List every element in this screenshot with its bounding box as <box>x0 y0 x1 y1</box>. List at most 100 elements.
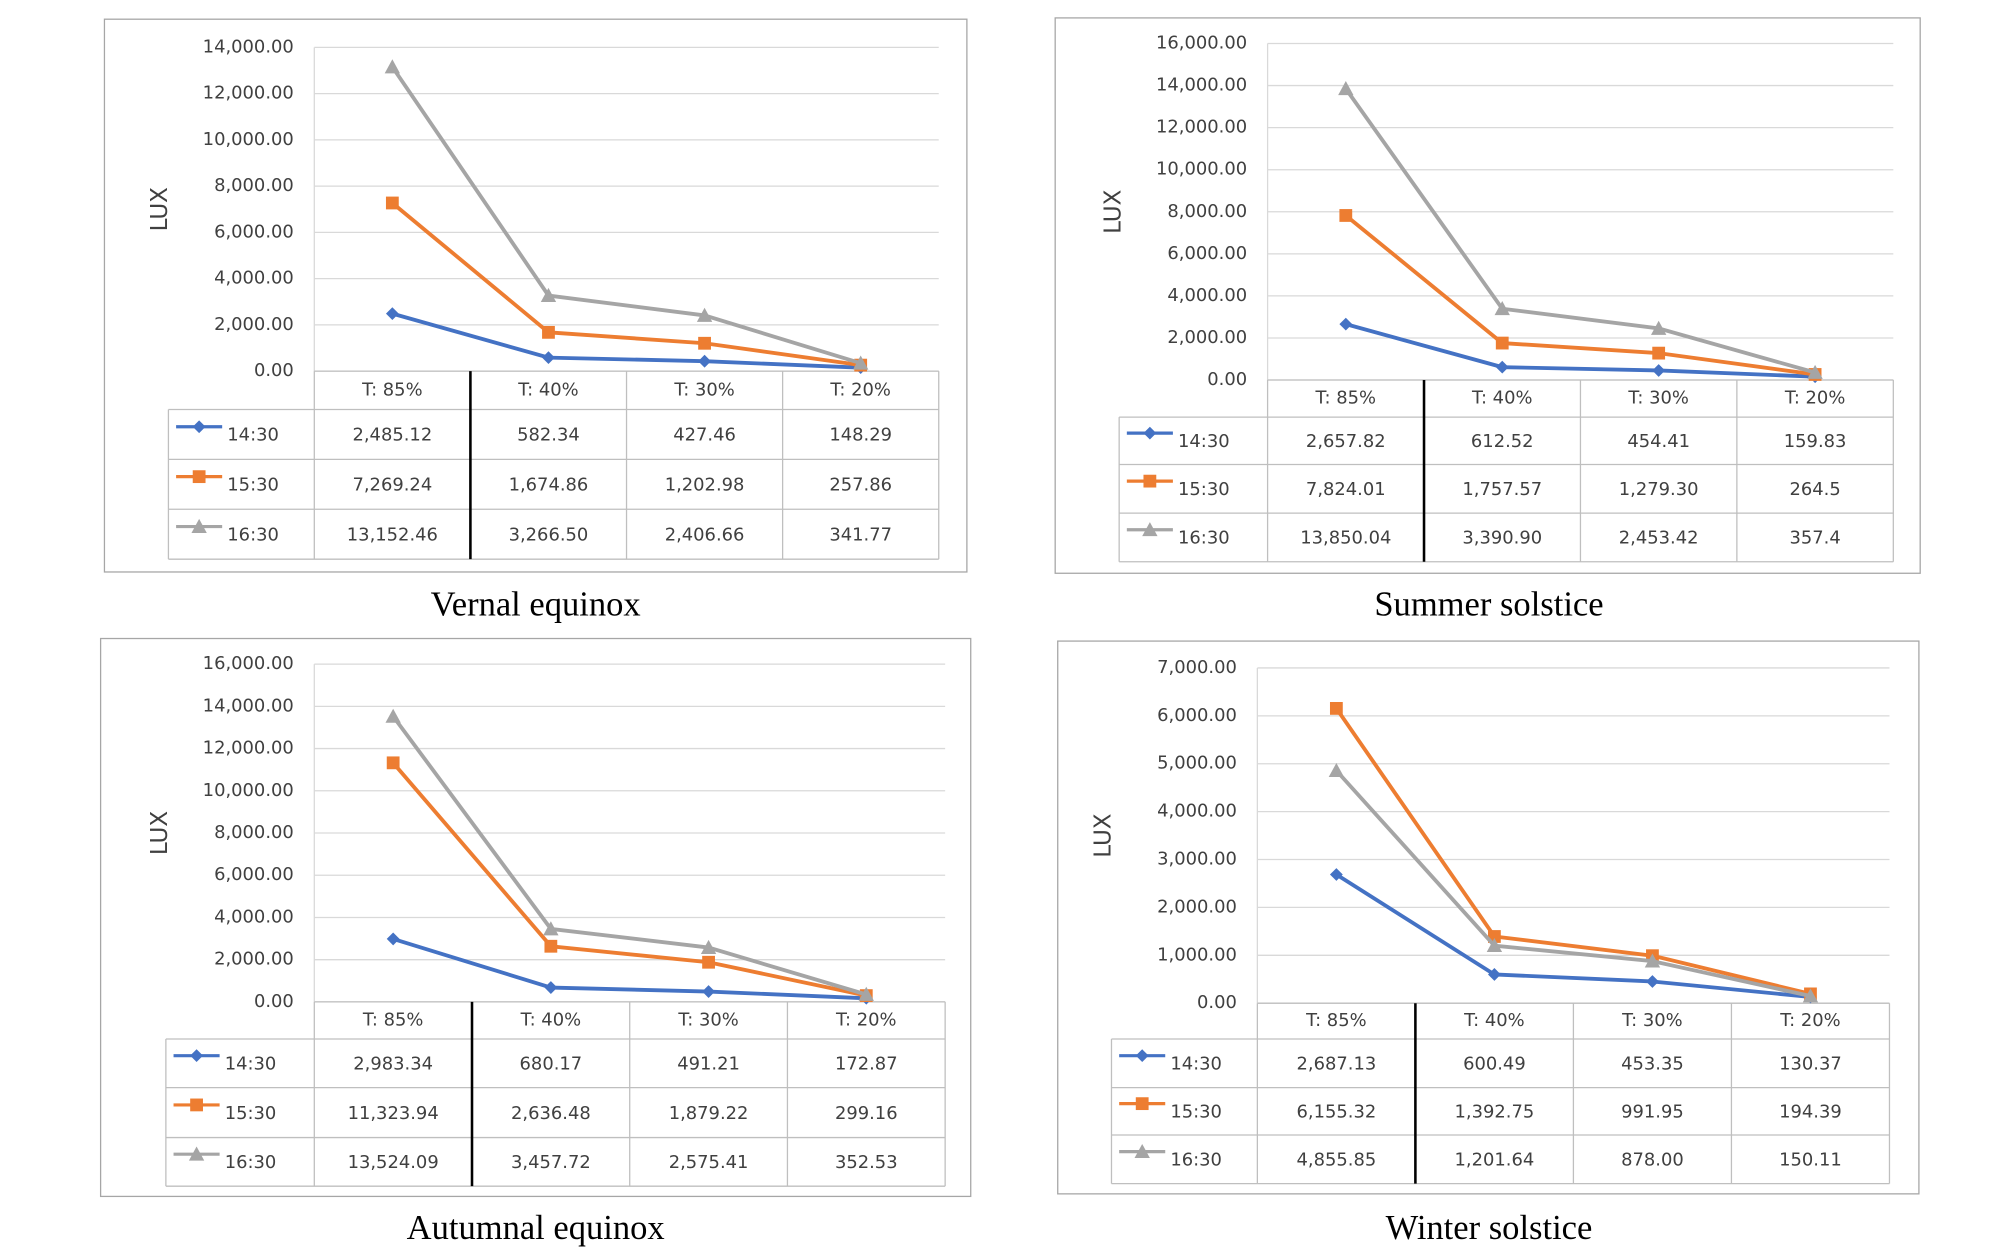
table-cell: 264.5 <box>1789 479 1840 500</box>
point-marker <box>1329 868 1343 881</box>
legend-label: 14:30 <box>225 1054 277 1075</box>
series-line <box>391 201 861 368</box>
table-cell: 4,855.85 <box>1296 1150 1376 1171</box>
table-cell: 13,152.46 <box>347 525 438 546</box>
table-cell: 2,406.66 <box>665 525 745 546</box>
x-tick-label: T: 40% <box>1463 1010 1525 1031</box>
table-cell: 7,824.01 <box>1306 479 1386 500</box>
x-tick-label: T: 30% <box>1621 1010 1683 1031</box>
y-tick-label: 16,000.00 <box>203 653 294 674</box>
point-marker <box>853 355 869 370</box>
y-tick-label: 16,000.00 <box>1156 33 1247 54</box>
table-cell: 3,266.50 <box>509 525 589 546</box>
table-cell: 2,453.42 <box>1619 528 1699 549</box>
table-cell: 11,323.94 <box>348 1103 439 1124</box>
series-line <box>390 65 862 366</box>
x-tick-label: T: 40% <box>1471 388 1533 409</box>
point-marker <box>1495 336 1509 350</box>
legend-label: 15:30 <box>1170 1102 1222 1123</box>
point-marker <box>1644 953 1661 968</box>
point-marker <box>1646 975 1659 988</box>
x-tick-label: T: 20% <box>1779 1010 1841 1031</box>
y-tick-label: 0.00 <box>1207 369 1247 390</box>
point-marker <box>858 986 874 1001</box>
point-marker <box>1488 968 1501 981</box>
y-tick-label: 6,000.00 <box>214 221 294 242</box>
x-tick-label: T: 40% <box>517 379 579 400</box>
point-marker <box>386 756 400 770</box>
y-tick-label: 1,000.00 <box>1157 944 1237 965</box>
legend-label: 16:30 <box>227 525 279 546</box>
y-tick-label: 4,000.00 <box>214 268 294 289</box>
table-cell: 13,850.04 <box>1300 528 1391 549</box>
x-tick-label: T: 30% <box>677 1009 739 1030</box>
series-line <box>1345 322 1816 379</box>
x-tick-label: T: 20% <box>1784 388 1846 409</box>
y-tick-label: 12,000.00 <box>1156 117 1247 138</box>
point-marker <box>1495 360 1509 374</box>
point-marker <box>1486 937 1503 953</box>
table-cell: 130.37 <box>1779 1054 1842 1075</box>
legend-label: 14:30 <box>1170 1054 1222 1075</box>
legend-label: 16:30 <box>225 1152 277 1173</box>
table-cell: 194.39 <box>1779 1102 1842 1123</box>
series-line <box>391 311 861 370</box>
table-cell: 1,757.57 <box>1462 479 1542 500</box>
legend-label: 15:30 <box>227 475 279 496</box>
table-cell: 427.46 <box>673 425 736 446</box>
series-line <box>391 761 867 998</box>
y-axis-label: LUX <box>147 187 173 232</box>
y-tick-label: 4,000.00 <box>214 906 294 927</box>
legend-marker <box>188 1146 205 1161</box>
table-cell: 1,674.86 <box>509 475 589 496</box>
table-cell: 1,202.98 <box>665 475 745 496</box>
chart-caption: Summer solstice <box>1374 586 1603 624</box>
y-tick-label: 6,000.00 <box>1167 243 1247 264</box>
table-cell: 2,636.48 <box>511 1103 591 1124</box>
table-cell: 2,983.34 <box>353 1054 433 1075</box>
y-tick-label: 6,000.00 <box>1157 705 1237 726</box>
point-marker <box>1652 346 1666 360</box>
point-marker <box>698 336 711 350</box>
table-cell: 159.83 <box>1784 431 1847 452</box>
series-line <box>391 715 867 997</box>
table-cell: 257.86 <box>829 475 892 496</box>
point-marker <box>1339 317 1353 331</box>
chart-frame <box>1057 640 1920 1195</box>
y-tick-label: 14,000.00 <box>1156 75 1247 96</box>
legend-label: 16:30 <box>1178 528 1230 549</box>
point-marker <box>1328 762 1345 778</box>
y-tick-label: 2,000.00 <box>214 314 294 335</box>
y-tick-label: 4,000.00 <box>1157 801 1237 822</box>
y-tick-label: 12,000.00 <box>203 738 294 759</box>
table-cell: 7,269.24 <box>352 475 432 496</box>
y-axis-label: LUX <box>147 811 173 856</box>
table-cell: 299.16 <box>835 1103 898 1124</box>
point-marker <box>1339 209 1353 222</box>
table-cell: 352.53 <box>835 1152 898 1173</box>
point-marker <box>702 985 715 998</box>
x-tick-label: T: 20% <box>829 379 891 400</box>
series-line <box>1334 707 1811 996</box>
y-tick-label: 8,000.00 <box>1167 201 1247 222</box>
y-tick-label: 8,000.00 <box>214 822 294 843</box>
table-cell: 13,524.09 <box>348 1152 439 1173</box>
point-marker <box>1494 301 1510 316</box>
table-cell: 2,575.41 <box>669 1152 749 1173</box>
y-tick-label: 0.00 <box>254 991 294 1012</box>
y-tick-label: 2,000.00 <box>214 949 294 970</box>
y-tick-label: 14,000.00 <box>203 36 294 57</box>
y-tick-label: 8,000.00 <box>214 175 294 196</box>
point-marker <box>385 708 401 723</box>
point-marker <box>1650 320 1667 335</box>
point-marker <box>1329 702 1343 715</box>
x-tick-label: T: 85% <box>362 1009 424 1030</box>
y-tick-label: 12,000.00 <box>203 83 294 104</box>
table-cell: 878.00 <box>1621 1150 1684 1171</box>
point-marker <box>544 939 558 953</box>
y-tick-label: 0.00 <box>254 360 294 381</box>
series-line <box>1344 87 1816 375</box>
legend-label: 15:30 <box>225 1103 277 1124</box>
y-tick-label: 10,000.00 <box>1156 159 1247 180</box>
